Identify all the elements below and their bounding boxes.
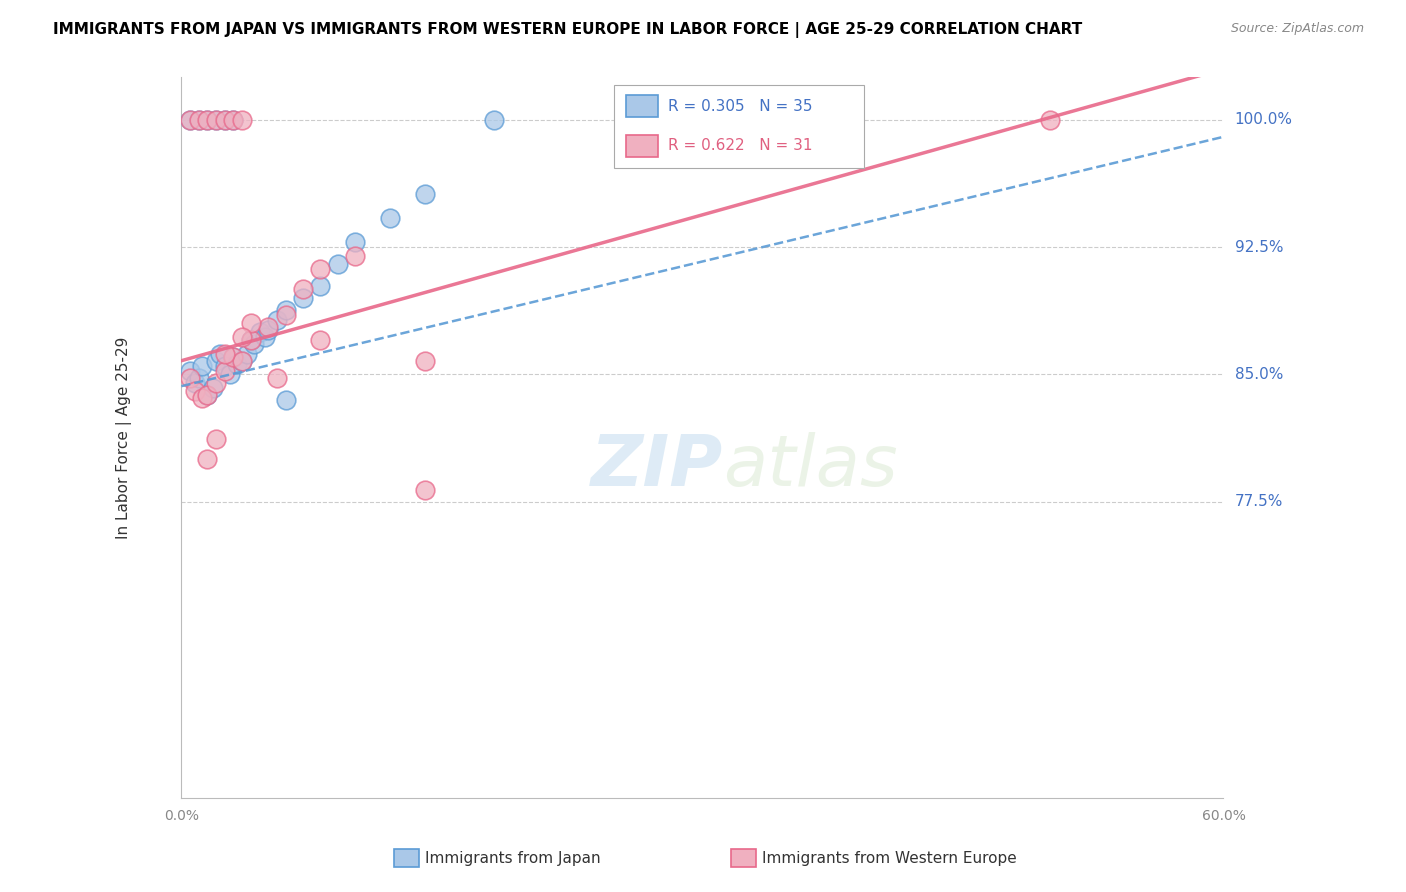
Point <box>214 112 236 127</box>
Point <box>231 330 253 344</box>
Point <box>231 353 253 368</box>
Text: In Labor Force | Age 25-29: In Labor Force | Age 25-29 <box>117 336 132 539</box>
Point <box>326 257 349 271</box>
Point <box>239 317 262 331</box>
Point <box>291 291 314 305</box>
FancyBboxPatch shape <box>614 85 863 168</box>
Text: R = 0.305   N = 35: R = 0.305 N = 35 <box>668 99 813 114</box>
Point <box>257 319 280 334</box>
Point <box>344 235 367 249</box>
Point <box>309 279 332 293</box>
Point <box>197 387 219 401</box>
Point <box>214 112 236 127</box>
Point <box>344 248 367 262</box>
Text: atlas: atlas <box>723 433 898 501</box>
Point <box>187 112 209 127</box>
Point <box>239 334 262 348</box>
Point <box>239 334 262 348</box>
Bar <box>626 135 658 157</box>
Point <box>378 211 401 226</box>
Text: R = 0.622   N = 31: R = 0.622 N = 31 <box>668 138 813 153</box>
Point <box>197 112 219 127</box>
Point <box>1039 112 1062 127</box>
Point <box>179 112 201 127</box>
Point <box>413 187 436 202</box>
Point <box>413 353 436 368</box>
Point <box>274 302 297 317</box>
Point <box>309 262 332 277</box>
Point <box>413 483 436 497</box>
Point <box>249 325 271 339</box>
Point <box>222 112 245 127</box>
Point <box>191 359 214 373</box>
Point <box>187 112 209 127</box>
Point <box>243 336 266 351</box>
Text: ZIP: ZIP <box>591 433 723 501</box>
Text: Immigrants from Japan: Immigrants from Japan <box>425 851 600 865</box>
Point <box>219 368 242 382</box>
Point <box>197 387 219 401</box>
Text: 60.0%: 60.0% <box>1202 809 1246 823</box>
Point <box>197 452 219 467</box>
Point <box>253 330 276 344</box>
Point <box>226 357 249 371</box>
Point <box>291 283 314 297</box>
Text: Source: ZipAtlas.com: Source: ZipAtlas.com <box>1230 22 1364 36</box>
Bar <box>626 95 658 117</box>
Point <box>222 112 245 127</box>
Point <box>187 370 209 384</box>
Point <box>184 384 207 399</box>
Point <box>274 392 297 407</box>
Point <box>482 112 505 127</box>
Point <box>222 351 245 365</box>
Point <box>205 112 228 127</box>
Point <box>214 359 236 373</box>
Text: 0.0%: 0.0% <box>165 809 198 823</box>
Point <box>214 364 236 378</box>
Point <box>266 313 288 327</box>
Text: IMMIGRANTS FROM JAPAN VS IMMIGRANTS FROM WESTERN EUROPE IN LABOR FORCE | AGE 25-: IMMIGRANTS FROM JAPAN VS IMMIGRANTS FROM… <box>53 22 1083 38</box>
Point <box>179 364 201 378</box>
Point <box>309 334 332 348</box>
Point <box>205 112 228 127</box>
Point <box>266 370 288 384</box>
Point <box>208 347 231 361</box>
Point <box>236 347 259 361</box>
Point <box>191 391 214 405</box>
Point <box>214 347 236 361</box>
Point <box>201 381 224 395</box>
Point <box>274 308 297 322</box>
Point <box>205 432 228 446</box>
Point <box>197 112 219 127</box>
Text: Immigrants from Western Europe: Immigrants from Western Europe <box>762 851 1017 865</box>
Point <box>205 353 228 368</box>
Text: 92.5%: 92.5% <box>1234 240 1284 254</box>
Point <box>231 112 253 127</box>
Text: 100.0%: 100.0% <box>1234 112 1292 128</box>
Point <box>179 370 201 384</box>
Point <box>205 376 228 390</box>
Point <box>184 376 207 390</box>
Text: 77.5%: 77.5% <box>1234 494 1282 509</box>
Point <box>231 353 253 368</box>
Text: 85.0%: 85.0% <box>1234 367 1282 382</box>
Point <box>222 351 245 365</box>
Point <box>257 323 280 337</box>
Point <box>179 112 201 127</box>
